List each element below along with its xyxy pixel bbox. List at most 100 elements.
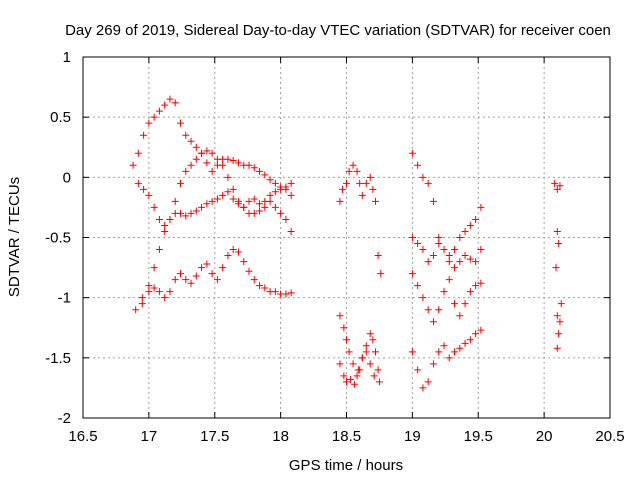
data-point [349,360,357,368]
data-point [240,258,248,266]
data-point [461,300,469,308]
data-point [250,195,258,203]
data-point [366,360,374,368]
data-point [472,258,480,266]
data-point [145,282,153,290]
data-point [477,326,485,334]
data-point [374,366,382,374]
x-axis-label: GPS time / hours [289,457,403,474]
data-point [435,306,443,314]
x-tick-label: 18 [272,428,289,445]
data-point [132,306,140,314]
data-point [166,288,174,296]
data-point [346,375,354,383]
series-cluster-3 [336,348,382,388]
data-point [176,179,184,187]
data-point [171,276,179,284]
data-point [138,294,146,302]
data-point [208,167,216,175]
data-point [208,149,216,157]
data-point [451,246,459,254]
series-cluster-2 [336,312,383,386]
data-point [187,209,195,217]
data-point [224,155,232,163]
data-point [424,378,432,386]
y-tick-label: -2 [58,410,71,427]
data-point [555,330,563,338]
data-point [224,188,232,196]
data-point [245,161,253,169]
data-point [187,137,195,145]
data-point [261,203,269,211]
data-point [466,255,474,263]
data-point [150,113,158,121]
data-point [140,131,148,139]
data-point [166,95,174,103]
data-point [229,185,237,193]
data-point [155,288,163,296]
data-point [440,342,448,350]
data-point [192,272,200,280]
series-track-h [408,326,485,392]
series-track-f [408,234,485,272]
data-point [414,161,422,169]
chart-title: Day 269 of 2019, Sidereal Day-to-day VTE… [65,22,611,39]
data-point [556,318,564,326]
data-point [375,378,383,386]
data-point [440,288,448,296]
data-point [129,161,137,169]
data-point [203,260,211,268]
data-point [229,156,237,164]
data-point [256,200,264,208]
data-point [472,330,480,338]
data-point [456,234,464,241]
data-point [198,149,206,157]
data-point [287,227,295,235]
data-point [553,344,561,352]
x-tick-label: 18.5 [332,428,361,445]
data-point [408,270,416,278]
data-point [369,185,377,193]
data-point [208,197,216,205]
data-point [234,197,242,205]
data-point [556,182,564,190]
series-cluster-1 [336,161,385,278]
x-tick-label: 17 [141,428,158,445]
data-point [245,197,253,205]
data-point [456,258,464,266]
data-point [287,179,295,187]
data-point [343,378,350,386]
x-tick-label: 20.5 [595,428,624,445]
data-point [461,227,469,235]
data-point [282,215,290,223]
data-point [192,207,200,215]
data-point [261,171,269,179]
data-point [138,300,146,308]
data-point [192,155,200,163]
data-point [234,248,242,256]
data-point [408,234,416,241]
y-tick-label: -1 [58,290,71,307]
x-tick-label: 19 [404,428,421,445]
data-point [343,179,350,187]
data-point [408,348,416,356]
data-point [345,167,353,175]
data-point [229,195,237,203]
data-point [250,164,258,172]
data-point [354,366,362,374]
data-point [187,161,195,169]
data-point [424,258,432,266]
data-point [366,330,374,338]
data-point [429,197,437,205]
data-point [435,348,443,356]
data-point [161,101,169,109]
data-point [435,234,443,241]
x-tick-label: 19.5 [464,428,493,445]
data-point [553,227,561,235]
data-point [429,252,437,260]
data-point [419,246,427,254]
data-point [340,324,348,332]
data-point [419,173,427,181]
data-point [445,252,453,260]
